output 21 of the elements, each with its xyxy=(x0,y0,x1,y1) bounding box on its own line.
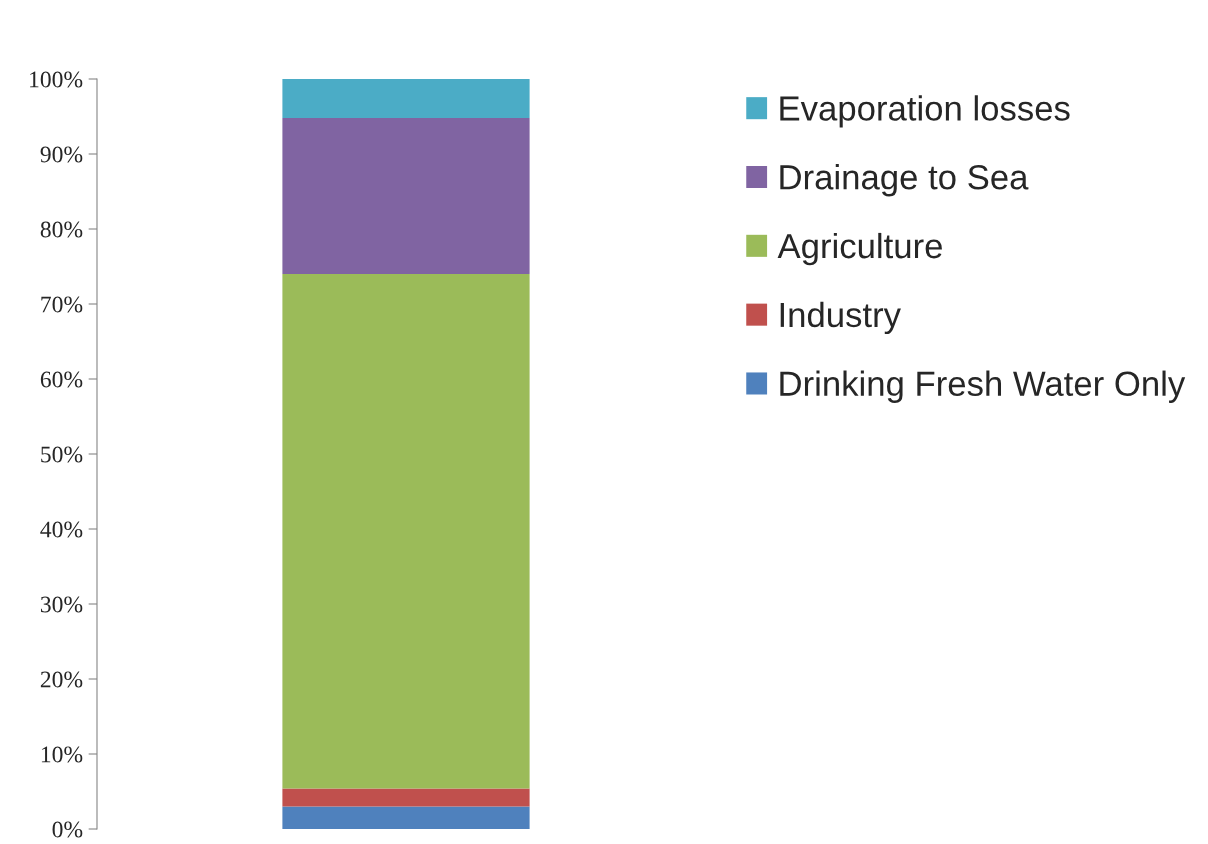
y-tick-label: 100% xyxy=(30,71,83,88)
y-tick-label: 10% xyxy=(41,746,83,763)
legend-label: Drainage to Sea xyxy=(780,164,1029,197)
bar xyxy=(282,118,530,274)
y-tick-label: 80% xyxy=(40,221,83,238)
y-tick-label: 50% xyxy=(41,446,83,463)
y-tick-label: 0% xyxy=(52,821,83,838)
y-tick-label: 70% xyxy=(41,296,83,313)
legend-label: Drinking Fresh Water Only xyxy=(780,370,1186,403)
y-tick-label: 60% xyxy=(40,371,83,388)
legend-label: Industry xyxy=(780,301,901,335)
y-tick-label: 20% xyxy=(40,671,83,688)
legend-label: Evaporation losses xyxy=(780,95,1070,128)
legend-label: Agriculture xyxy=(777,232,942,266)
bar xyxy=(282,806,530,829)
y-tick-label: 90% xyxy=(40,146,83,163)
bar xyxy=(282,79,530,118)
y-tick-label: 40% xyxy=(40,521,83,538)
bar xyxy=(282,274,530,789)
y-tick-label: 30% xyxy=(40,596,83,613)
bar xyxy=(282,788,530,807)
